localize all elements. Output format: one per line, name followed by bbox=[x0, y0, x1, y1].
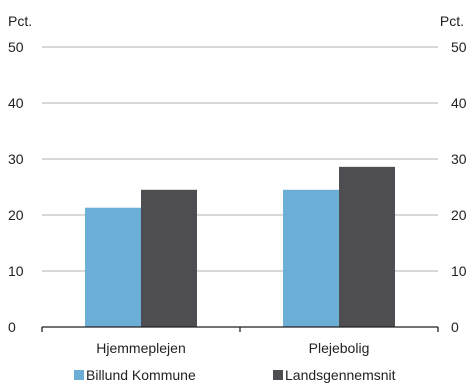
category-labels: Hjemmeplejen Plejebolig bbox=[96, 340, 369, 356]
y-tick-label-left: 40 bbox=[8, 95, 24, 111]
y-tick-label-right: 10 bbox=[451, 263, 467, 279]
y-unit-label-right: Pct. bbox=[440, 13, 464, 29]
y-tick-label-left: 20 bbox=[8, 207, 24, 223]
y-unit-label-left: Pct. bbox=[8, 13, 32, 29]
bar-landsgennemsnit-1 bbox=[339, 166, 395, 327]
legend-label-landsgennemsnit: Landsgennemsnit bbox=[285, 367, 396, 383]
y-tick-label-right: 0 bbox=[451, 319, 459, 335]
bar-billund-kommune-0 bbox=[85, 207, 141, 327]
legend: Billund Kommune Landsgennemsnit bbox=[74, 367, 396, 383]
bar-landsgennemsnit-0 bbox=[141, 189, 197, 327]
y-tick-label-right: 40 bbox=[451, 95, 467, 111]
y-tick-label-right: 30 bbox=[451, 151, 467, 167]
y-tick-label-left: 10 bbox=[8, 263, 24, 279]
x-axis bbox=[41, 326, 439, 332]
legend-label-billund-kommune: Billund Kommune bbox=[86, 367, 196, 383]
y-tick-label-right: 50 bbox=[451, 39, 467, 55]
y-tick-label-right: 20 bbox=[451, 207, 467, 223]
x-category-label: Hjemmeplejen bbox=[96, 340, 185, 356]
bar-billund-kommune-1 bbox=[283, 189, 339, 327]
bars bbox=[85, 166, 395, 327]
legend-swatch-billund-kommune bbox=[74, 370, 84, 380]
y-tick-label-left: 30 bbox=[8, 151, 24, 167]
y-tick-label-left: 0 bbox=[8, 319, 16, 335]
y-axis-tick-labels-left: 0 10 20 30 40 50 bbox=[8, 39, 24, 335]
y-tick-label-left: 50 bbox=[8, 39, 24, 55]
x-category-label: Plejebolig bbox=[309, 340, 370, 356]
legend-swatch-landsgennemsnit bbox=[273, 370, 283, 380]
y-axis-tick-labels-right: 0 10 20 30 40 50 bbox=[451, 39, 467, 335]
